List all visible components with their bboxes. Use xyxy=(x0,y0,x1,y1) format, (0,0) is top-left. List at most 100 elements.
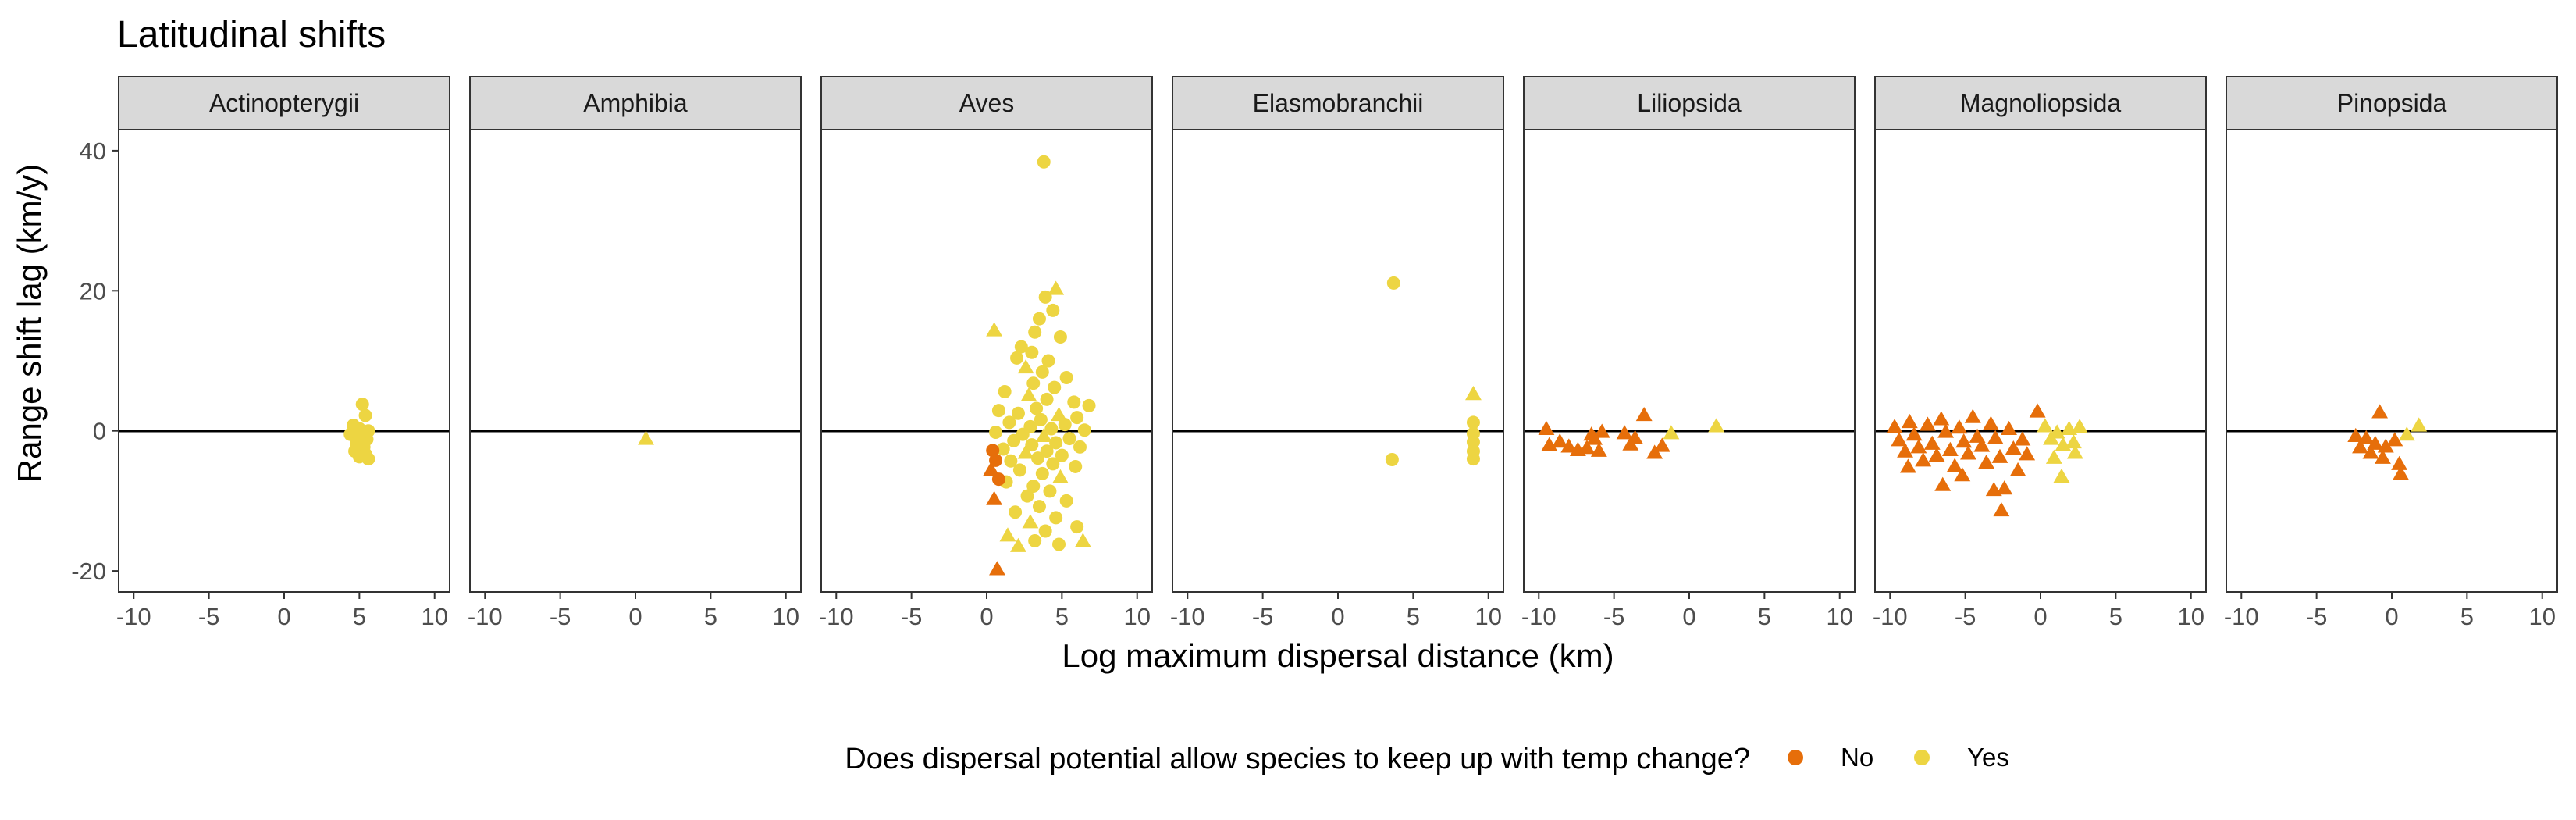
data-point-triangle xyxy=(1020,387,1037,401)
data-point-triangle xyxy=(1951,419,1968,434)
plot-background xyxy=(1875,130,2206,592)
data-point-circle xyxy=(361,452,375,466)
data-point-triangle xyxy=(1051,469,1069,483)
x-tick-label: 5 xyxy=(2109,603,2122,630)
data-point-circle xyxy=(1055,448,1069,462)
y-axis-title: Range shift lag (km/y) xyxy=(11,164,48,483)
data-point-triangle xyxy=(1928,447,1945,462)
x-tick-label: -10 xyxy=(116,603,151,630)
x-tick-label: -10 xyxy=(819,603,854,630)
data-point-triangle xyxy=(1933,411,1950,426)
data-point-circle xyxy=(1082,398,1096,412)
data-point-circle xyxy=(1026,480,1041,494)
data-point-triangle xyxy=(2029,403,2046,418)
data-point-circle xyxy=(1053,330,1067,344)
plot-background xyxy=(470,130,801,592)
data-point-circle xyxy=(1037,155,1051,169)
x-tick-label: -5 xyxy=(1252,603,1274,630)
data-point-circle xyxy=(989,425,1003,439)
data-point-circle xyxy=(1386,276,1400,290)
y-tick-label: 0 xyxy=(93,418,106,445)
data-point-triangle xyxy=(986,490,1003,505)
data-point-triangle xyxy=(2377,438,2394,453)
facet-strip-label: Aves xyxy=(959,89,1015,117)
x-tick-label: 0 xyxy=(2033,603,2047,630)
facet-strip xyxy=(2226,76,2558,130)
x-tick-label: 10 xyxy=(421,603,447,630)
data-point-triangle xyxy=(1048,280,1065,295)
legend-key-yes xyxy=(1914,750,1930,765)
data-point-triangle xyxy=(1964,408,1981,423)
data-point-triangle xyxy=(2037,418,2054,433)
data-point-triangle xyxy=(1899,458,1916,473)
data-point-circle xyxy=(1059,371,1073,385)
data-point-triangle xyxy=(983,461,1000,476)
data-point-circle xyxy=(1043,484,1057,498)
data-point-circle xyxy=(1028,325,1042,339)
data-point-triangle xyxy=(1955,433,1973,448)
data-point-triangle xyxy=(1982,415,1999,430)
facet-strip xyxy=(820,76,1153,130)
x-tick-label: -10 xyxy=(1170,603,1205,630)
data-point-circle xyxy=(1385,452,1399,466)
x-axis-title: Log maximum dispersal distance (km) xyxy=(1062,637,1614,674)
facet-panel-elasmobranchii: Elasmobranchii -10 -5 0 5 10 xyxy=(1170,76,1504,630)
data-point-triangle xyxy=(2374,449,2391,464)
data-point-triangle xyxy=(2009,462,2026,476)
data-point-circle xyxy=(1034,412,1048,426)
x-tick-label: 10 xyxy=(1475,603,1501,630)
data-point-circle xyxy=(1035,466,1049,480)
legend-label-no: No xyxy=(1841,743,1873,772)
facet-panel-magnoliopsida: Magnoliopsida -10 -5 0 5 10 xyxy=(1873,76,2207,630)
plot-background xyxy=(2226,130,2557,592)
data-point-circle xyxy=(1038,290,1052,304)
data-point-triangle xyxy=(1987,430,2004,444)
data-point-triangle xyxy=(1954,467,1971,482)
x-tick-label: -10 xyxy=(468,603,503,630)
data-point-triangle xyxy=(2398,426,2415,441)
plot-background xyxy=(119,130,450,592)
data-point-triangle xyxy=(2386,432,2403,447)
x-tick-label: 5 xyxy=(1055,603,1069,630)
data-point-circle xyxy=(1067,395,1081,409)
facet-panel-aves: Aves -10 -5 0 5 10 xyxy=(819,76,1153,630)
legend-title: Does dispersal potential allow species t… xyxy=(845,743,1750,775)
data-point-circle xyxy=(1009,505,1023,519)
x-tick-label: 10 xyxy=(1826,603,1852,630)
x-tick-label: -10 xyxy=(1521,603,1557,630)
data-point-triangle xyxy=(2053,468,2070,483)
facet-strip-label: Elasmobranchii xyxy=(1253,89,1424,117)
data-point-triangle xyxy=(1901,413,1918,429)
x-tick-label: 0 xyxy=(277,603,290,630)
facet-panels: Actinopterygii -10 -5 0 5 10 -20 0 20 40 Amphibia -… xyxy=(71,76,2558,630)
data-point-triangle xyxy=(2411,417,2428,432)
x-tick-label: -5 xyxy=(1603,603,1625,630)
legend: Does dispersal potential allow species t… xyxy=(845,743,2009,775)
data-point-circle xyxy=(1059,494,1073,508)
data-point-triangle xyxy=(1051,406,1067,422)
data-point-circle xyxy=(1031,451,1045,465)
data-point-circle xyxy=(998,384,1012,398)
data-point-triangle xyxy=(1985,481,2002,497)
data-point-triangle xyxy=(1905,426,1923,441)
data-point-triangle xyxy=(1035,427,1052,443)
data-point-triangle xyxy=(1022,514,1039,529)
data-point-triangle xyxy=(1578,440,1596,455)
data-point-triangle xyxy=(1551,433,1568,448)
data-point-triangle xyxy=(2362,444,2379,459)
x-tick-label: -5 xyxy=(2306,603,2328,630)
data-point-triangle xyxy=(2001,420,2017,436)
x-tick-label: -5 xyxy=(550,603,571,630)
data-point-triangle xyxy=(2045,449,2062,464)
data-point-triangle xyxy=(638,430,654,445)
data-point-circle xyxy=(1026,376,1041,390)
data-point-triangle xyxy=(2357,430,2375,444)
data-point-circle xyxy=(1077,423,1091,437)
x-tick-label: 10 xyxy=(1123,603,1150,630)
plot-background xyxy=(1172,130,1503,592)
data-point-triangle xyxy=(1978,454,1995,469)
x-tick-label: 0 xyxy=(1331,603,1344,630)
data-point-triangle xyxy=(1937,423,1955,438)
